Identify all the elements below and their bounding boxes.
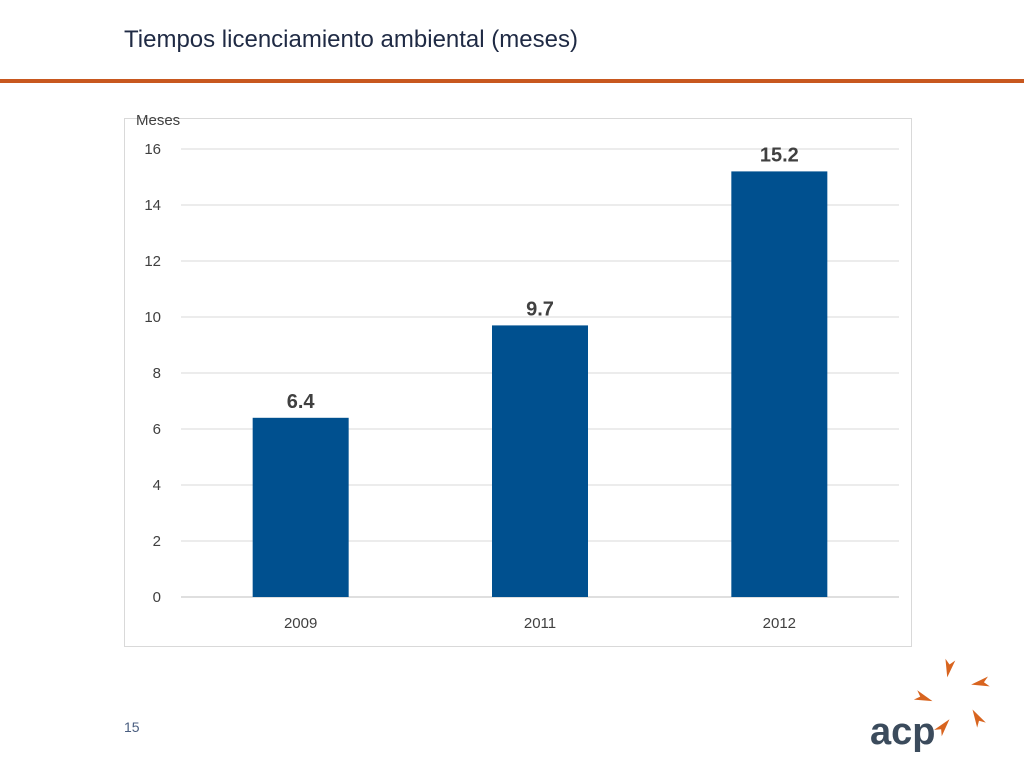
logo-mark bbox=[945, 658, 956, 678]
bar-chart: 0 2 4 6 8 10 12 14 16 6.4 9.7 15.2 2009 2011 2012 Me… bbox=[136, 112, 899, 632]
data-label: 9.7 bbox=[526, 298, 554, 320]
data-label: 15.2 bbox=[760, 144, 799, 166]
bar-2009 bbox=[252, 417, 349, 597]
y-tick-label: 16 bbox=[144, 141, 161, 158]
bars bbox=[252, 171, 828, 597]
y-axis-ticks: 0 2 4 6 8 10 12 14 16 bbox=[144, 141, 161, 606]
x-tick-label: 2012 bbox=[763, 615, 796, 632]
bar-2011 bbox=[492, 325, 588, 597]
page-number: 15 bbox=[124, 719, 140, 735]
y-tick-label: 8 bbox=[153, 365, 161, 382]
y-tick-label: 4 bbox=[153, 477, 161, 494]
y-tick-label: 6 bbox=[153, 421, 161, 438]
logo-mark bbox=[934, 719, 950, 737]
data-labels: 6.4 9.7 15.2 bbox=[287, 144, 799, 412]
bar-2012 bbox=[731, 171, 828, 597]
logo-mark bbox=[972, 709, 986, 728]
data-label: 6.4 bbox=[287, 391, 316, 413]
title-divider bbox=[0, 79, 1024, 83]
logo-mark bbox=[971, 676, 990, 687]
slide-title: Tiempos licenciamiento ambiental (meses) bbox=[124, 26, 578, 53]
y-tick-label: 12 bbox=[144, 253, 161, 270]
y-tick-label: 0 bbox=[153, 589, 161, 606]
x-tick-label: 2011 bbox=[524, 615, 556, 632]
y-axis-title: Meses bbox=[136, 112, 180, 129]
logo-text: acp bbox=[870, 711, 935, 753]
acp-logo: acp bbox=[870, 658, 990, 753]
chart-frame: 0 2 4 6 8 10 12 14 16 6.4 9.7 15.2 2009 2011 2012 Me… bbox=[124, 112, 912, 647]
y-tick-label: 10 bbox=[144, 309, 161, 326]
x-tick-label: 2009 bbox=[284, 615, 317, 632]
y-tick-label: 2 bbox=[153, 533, 161, 550]
logo-mark bbox=[913, 690, 933, 702]
y-tick-label: 14 bbox=[144, 197, 161, 214]
x-axis-ticks: 2009 2011 2012 bbox=[284, 615, 796, 632]
logo-star-marks bbox=[913, 658, 990, 737]
